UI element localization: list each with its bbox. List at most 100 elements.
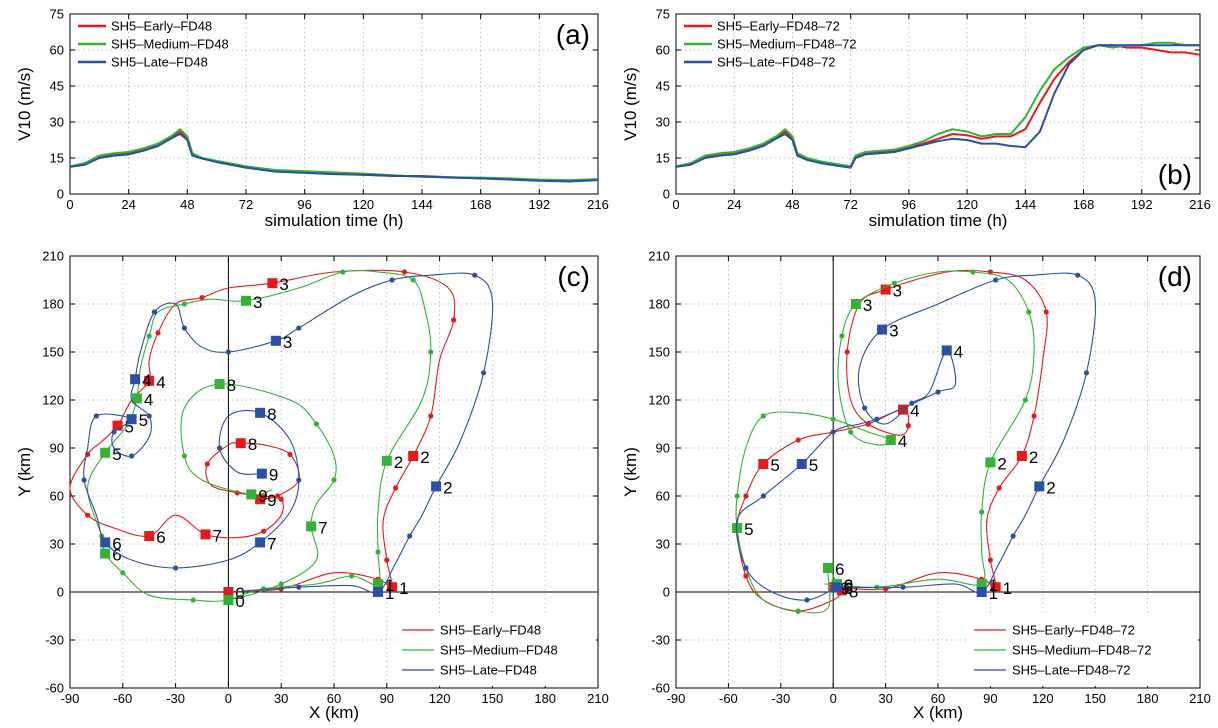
y-tick-label: 180 bbox=[42, 297, 64, 312]
day-marker-late bbox=[1034, 481, 1045, 492]
track-point-late bbox=[909, 400, 915, 406]
x-tick-label: 210 bbox=[587, 691, 609, 706]
track-point-late bbox=[830, 429, 836, 435]
x-tick-label: 180 bbox=[534, 691, 556, 706]
day-marker-label: 2 bbox=[394, 453, 403, 472]
plot-frame bbox=[675, 13, 1201, 195]
day-marker-late bbox=[270, 335, 281, 346]
track-point-medium bbox=[891, 280, 897, 286]
track-point-late bbox=[225, 349, 231, 355]
legend: SH5–Early–FD48 SH5–Medium–FD48 SH5–Late–FD… bbox=[396, 616, 596, 686]
track-point-medium bbox=[428, 349, 434, 355]
legend-entry: SH5–Early–FD48–72 bbox=[1012, 623, 1135, 638]
day-marker-early bbox=[990, 582, 1001, 593]
day-marker-label: 8 bbox=[267, 405, 276, 424]
day-marker-early bbox=[144, 531, 155, 541]
track-point-early bbox=[844, 349, 850, 355]
day-marker-early bbox=[408, 451, 419, 461]
y-tick-label: 210 bbox=[42, 249, 64, 264]
track-point-late bbox=[874, 416, 880, 422]
panel-d: -90 -60 -30 0 30 60 90 120 150 180 210-60-30030609… bbox=[621, 249, 1211, 723]
track-point-early bbox=[199, 295, 205, 301]
y-tick-label: 45 bbox=[50, 79, 64, 94]
track-point-early bbox=[905, 423, 911, 429]
track-point-late bbox=[129, 453, 135, 459]
panel-b: 0 24 48 72 96 120 144 168 192 216 0 15 30 45 60 75 simul… bbox=[621, 7, 1211, 231]
y-tick-label: 30 bbox=[656, 537, 670, 552]
x-tick-label: 150 bbox=[482, 691, 504, 706]
day-marker-label: 9 bbox=[840, 579, 849, 598]
x-tick-label: 192 bbox=[528, 197, 550, 212]
track-point-medium bbox=[979, 509, 985, 515]
day-marker-late bbox=[877, 324, 888, 335]
track-point-late bbox=[146, 413, 152, 419]
legend: SH5–Early–FD48–72 SH5–Medium–FD48–72 SH5–L… bbox=[968, 616, 1198, 686]
day-marker-medium bbox=[732, 523, 743, 533]
legend-entry: SH5–Medium–FD48 bbox=[440, 643, 558, 658]
day-marker-label: 1 bbox=[989, 576, 998, 595]
day-marker-early bbox=[1016, 451, 1027, 461]
x-tick-label: 0 bbox=[225, 691, 232, 706]
day-marker-label: 6 bbox=[112, 546, 121, 565]
y-tick-label: 30 bbox=[656, 115, 670, 130]
day-marker-early bbox=[387, 582, 398, 593]
x-tick-label: 216 bbox=[587, 197, 609, 212]
day-marker-medium bbox=[246, 489, 257, 500]
track-point-early bbox=[743, 573, 749, 579]
track-point-early bbox=[996, 485, 1002, 491]
x-tick-label: 30 bbox=[274, 691, 288, 706]
track-point-late bbox=[862, 405, 868, 411]
day-marker-late bbox=[100, 537, 111, 548]
x-tick-label: 72 bbox=[843, 197, 857, 212]
x-tick-label: 120 bbox=[1032, 691, 1054, 706]
y-tick-label: 60 bbox=[50, 43, 64, 58]
legend-entry: SH5–Late–FD48–72 bbox=[717, 55, 836, 70]
day-marker-label: 2 bbox=[997, 454, 1006, 473]
legend-entry: SH5–Early–FD48 bbox=[440, 623, 541, 638]
day-marker-label: 6 bbox=[844, 579, 853, 598]
day-marker-label: 2 bbox=[1046, 478, 1055, 497]
day-marker-late bbox=[373, 587, 383, 597]
y-tick-label: 90 bbox=[50, 441, 64, 456]
track-point-late bbox=[743, 565, 749, 571]
x-tick-label: -90 bbox=[667, 691, 686, 706]
day-marker-early bbox=[880, 284, 891, 295]
day-marker-medium bbox=[373, 579, 383, 589]
day-marker-medium bbox=[223, 595, 234, 605]
track-point-early bbox=[401, 269, 407, 275]
track-point-medium bbox=[190, 597, 196, 603]
x-tick-label: 210 bbox=[1189, 691, 1211, 706]
series-line-late bbox=[675, 44, 1200, 169]
track-point-medium bbox=[278, 581, 284, 587]
x-axis-label: X (km) bbox=[913, 703, 963, 722]
day-marker-late bbox=[941, 345, 952, 356]
track-point-early bbox=[261, 528, 267, 534]
day-marker-label: 2 bbox=[1029, 448, 1038, 467]
legend-entry: SH5–Late–FD48 bbox=[111, 55, 208, 70]
y-tick-label: 120 bbox=[42, 393, 64, 408]
day-marker-medium bbox=[885, 435, 896, 445]
track-line-late bbox=[83, 272, 494, 594]
day-marker-early bbox=[255, 494, 266, 505]
track-point-medium bbox=[146, 333, 152, 339]
day-marker-late bbox=[431, 481, 442, 492]
day-marker-label: 5 bbox=[770, 456, 779, 475]
track-point-medium bbox=[313, 421, 319, 427]
track-point-late bbox=[181, 325, 187, 331]
day-marker-label: 4 bbox=[144, 390, 153, 409]
day-marker-medium bbox=[100, 548, 111, 559]
track-point-late bbox=[217, 445, 223, 451]
day-marker-label: 3 bbox=[283, 333, 292, 352]
panel-label: (c) bbox=[557, 261, 590, 292]
series-line-medium bbox=[675, 41, 1200, 168]
y-tick-label: -30 bbox=[45, 633, 64, 648]
track-point-early bbox=[743, 493, 749, 499]
plot-frame bbox=[69, 13, 599, 195]
y-tick-label: 150 bbox=[648, 345, 670, 360]
track-point-late bbox=[296, 584, 302, 590]
track-point-early bbox=[85, 512, 91, 518]
day-marker-label: 2 bbox=[420, 448, 429, 467]
x-axis-label: simulation time (h) bbox=[869, 211, 1008, 230]
day-marker-early bbox=[836, 585, 847, 596]
day-marker-label: 1 bbox=[399, 579, 408, 598]
